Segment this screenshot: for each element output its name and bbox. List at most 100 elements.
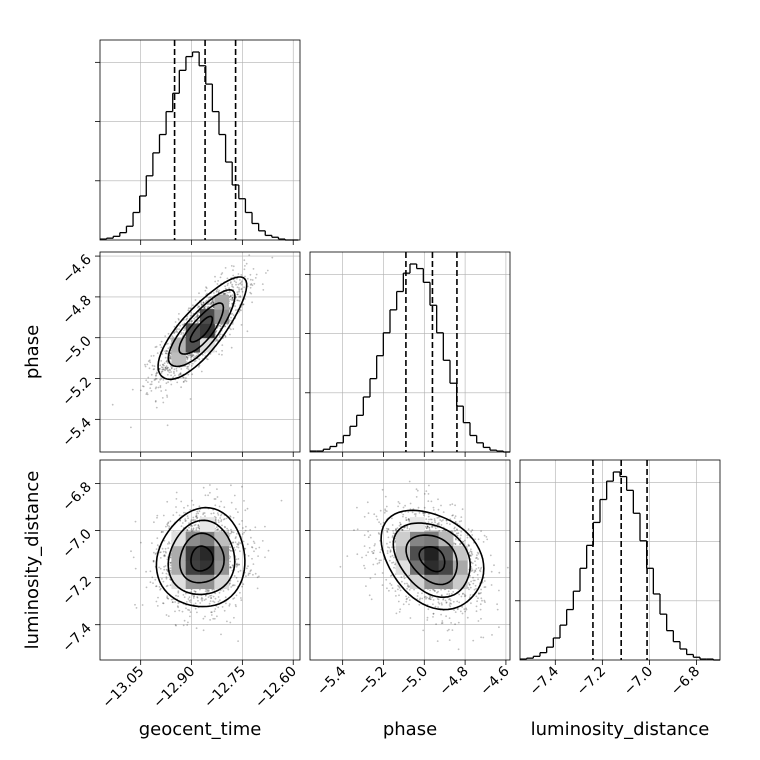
pair-phase-luminosity_distance-sample-point: [432, 506, 435, 509]
pair-geocent_time-luminosity_distance-sample-point: [230, 530, 233, 533]
xaxis-title-luminosity_distance: luminosity_distance: [531, 719, 710, 740]
pair-geocent_time-phase-sample-point: [183, 329, 185, 332]
pair-phase-luminosity_distance-sample-point: [459, 610, 462, 613]
pair-geocent_time-phase-sample-point: [218, 324, 221, 327]
pair-geocent_time-luminosity_distance-sample-point: [216, 528, 219, 531]
pair-phase-luminosity_distance-sample-point: [470, 570, 473, 572]
pair-geocent_time-phase-sample-point: [237, 293, 239, 296]
pair-geocent_time-luminosity_distance-sample-point: [215, 526, 218, 528]
pair-phase-luminosity_distance-sample-point: [470, 548, 472, 551]
pair-geocent_time-luminosity_distance-sample-point: [187, 517, 190, 520]
pair-phase-luminosity_distance-sample-point: [384, 495, 387, 498]
pair-geocent_time-phase-sample-point: [231, 296, 234, 299]
pair-geocent_time-phase-sample-point: [178, 319, 180, 321]
pair-geocent_time-luminosity_distance-sample-point: [192, 519, 195, 521]
pair-geocent_time-luminosity_distance-sample-point: [169, 520, 172, 523]
pair-geocent_time-luminosity_distance-sample-point: [229, 582, 232, 585]
pair-phase-luminosity_distance-sample-point: [450, 622, 452, 624]
pair-phase-luminosity_distance-sample-point: [391, 546, 393, 549]
pair-geocent_time-phase-sample-point: [153, 379, 156, 381]
pair-geocent_time-phase-sample-point: [234, 305, 237, 307]
pair-geocent_time-phase-sample-point: [231, 312, 234, 315]
pair-phase-luminosity_distance-sample-point: [408, 599, 411, 601]
pair-phase-luminosity_distance-sample-point: [391, 536, 394, 538]
pair-geocent_time-luminosity_distance-density-cell: [200, 531, 215, 547]
pair-geocent_time-luminosity_distance-sample-point: [237, 543, 240, 545]
pair-geocent_time-phase-sample-point: [190, 320, 193, 323]
pair-phase-luminosity_distance-sample-point: [408, 585, 411, 588]
pair-geocent_time-phase-sample-point: [163, 362, 166, 365]
pair-geocent_time-phase-sample-point: [211, 307, 213, 310]
pair-phase-luminosity_distance-sample-point: [445, 519, 448, 522]
pair-phase-luminosity_distance-sample-point: [446, 593, 449, 595]
pair-phase-luminosity_distance-sample-point: [470, 602, 472, 605]
pair-geocent_time-luminosity_distance-sample-point: [215, 516, 217, 519]
pair-geocent_time-phase-sample-point: [186, 357, 189, 360]
pair-geocent_time-luminosity_distance-sample-point: [187, 598, 190, 600]
hist-phase-frame: [309, 251, 511, 453]
pair-geocent_time-phase-sample-point: [160, 360, 163, 362]
pair-geocent_time-luminosity_distance-sample-point: [214, 592, 217, 595]
pair-geocent_time-luminosity_distance-sample-point: [132, 556, 135, 559]
pair-phase-luminosity_distance-sample-point: [434, 521, 436, 524]
pair-phase-luminosity_distance-sample-point: [391, 524, 394, 526]
pair-geocent_time-phase-density-cell: [200, 337, 215, 353]
pair-phase-luminosity_distance-density-cell: [438, 531, 454, 547]
pair-phase-luminosity_distance-sample-point: [461, 540, 464, 543]
pair-phase-luminosity_distance-sample-point: [416, 595, 419, 597]
pair-geocent_time-luminosity_distance-sample-point: [202, 512, 205, 514]
pair-geocent_time-luminosity_distance-contour: [167, 519, 236, 596]
pair-phase-luminosity_distance-sample-point: [394, 529, 397, 532]
pair-geocent_time-luminosity_distance-sample-point: [169, 562, 172, 564]
xaxis-title-phase: phase: [383, 719, 437, 740]
pair-phase-luminosity_distance-sample-point: [368, 547, 371, 549]
pair-geocent_time-luminosity_distance-sample-point: [232, 584, 235, 586]
pair-geocent_time-phase-sample-point: [226, 277, 229, 280]
pair-geocent_time-luminosity_distance-sample-point: [187, 608, 189, 611]
pair-phase-luminosity_distance-sample-point: [408, 575, 411, 577]
pair-geocent_time-luminosity_distance-sample-point: [141, 604, 144, 606]
pair-phase-luminosity_distance-sample-point: [373, 549, 375, 552]
pair-phase-luminosity_distance-frame: [309, 459, 511, 661]
pair-geocent_time-phase-sample-point: [152, 368, 155, 371]
pair-phase-luminosity_distance-sample-point: [438, 602, 441, 605]
pair-geocent_time-luminosity_distance-sample-point: [188, 596, 191, 599]
pair-geocent_time-luminosity_distance-sample-point: [199, 588, 201, 591]
pair-geocent_time-phase-sample-point: [223, 292, 225, 295]
pair-geocent_time-phase-sample-point: [271, 256, 274, 259]
pair-geocent_time-luminosity_distance-sample-point: [186, 504, 189, 507]
pair-geocent_time-phase-sample-point: [160, 390, 163, 392]
pair-geocent_time-luminosity_distance-sample-point: [226, 527, 229, 530]
pair-geocent_time-phase-sample-point: [165, 352, 168, 355]
pair-geocent_time-phase-sample-point: [182, 376, 185, 379]
pair-geocent_time-luminosity_distance-sample-point: [230, 528, 232, 531]
pair-phase-luminosity_distance-sample-point: [442, 519, 444, 521]
pair-geocent_time-luminosity_distance-sample-point: [161, 578, 163, 580]
pair-geocent_time-phase-sample-point: [155, 372, 158, 375]
pair-geocent_time-phase-sample-point: [153, 368, 156, 370]
pair-geocent_time-luminosity_distance-sample-point: [229, 566, 232, 568]
pair-geocent_time-phase-sample-point: [155, 378, 158, 380]
pair-geocent_time-luminosity_distance-sample-point: [162, 531, 165, 533]
pair-geocent_time-luminosity_distance-sample-point: [185, 601, 188, 603]
pair-geocent_time-luminosity_distance-sample-point: [168, 525, 171, 528]
pair-phase-luminosity_distance-sample-point: [466, 534, 469, 537]
pair-phase-luminosity_distance-contour: [380, 509, 485, 611]
pair-phase-luminosity_distance-sample-point: [491, 634, 493, 636]
pair-geocent_time-phase-sample-point: [206, 306, 209, 309]
pair-geocent_time-luminosity_distance-sample-point: [213, 601, 216, 604]
pair-geocent_time-luminosity_distance-sample-point: [177, 591, 180, 594]
pair-geocent_time-luminosity_distance-sample-point: [206, 591, 208, 593]
pair-geocent_time-phase-sample-point: [180, 331, 183, 334]
pair-geocent_time-phase-sample-point: [150, 373, 153, 376]
pair-geocent_time-luminosity_distance-sample-point: [218, 591, 221, 594]
pair-geocent_time-phase-sample-point: [224, 325, 227, 328]
pair-phase-luminosity_distance-sample-point: [425, 597, 427, 600]
pair-phase-luminosity_distance-sample-point: [479, 568, 482, 570]
pair-phase-luminosity_distance-sample-point: [448, 604, 451, 606]
pair-geocent_time-luminosity_distance-sample-point: [189, 525, 192, 527]
pair-phase-luminosity_distance-sample-point: [454, 504, 456, 507]
pair-phase-luminosity_distance-sample-point: [402, 513, 405, 516]
pair-geocent_time-luminosity_distance-sample-point: [169, 561, 172, 564]
pair-phase-luminosity_distance-sample-point: [386, 542, 388, 545]
